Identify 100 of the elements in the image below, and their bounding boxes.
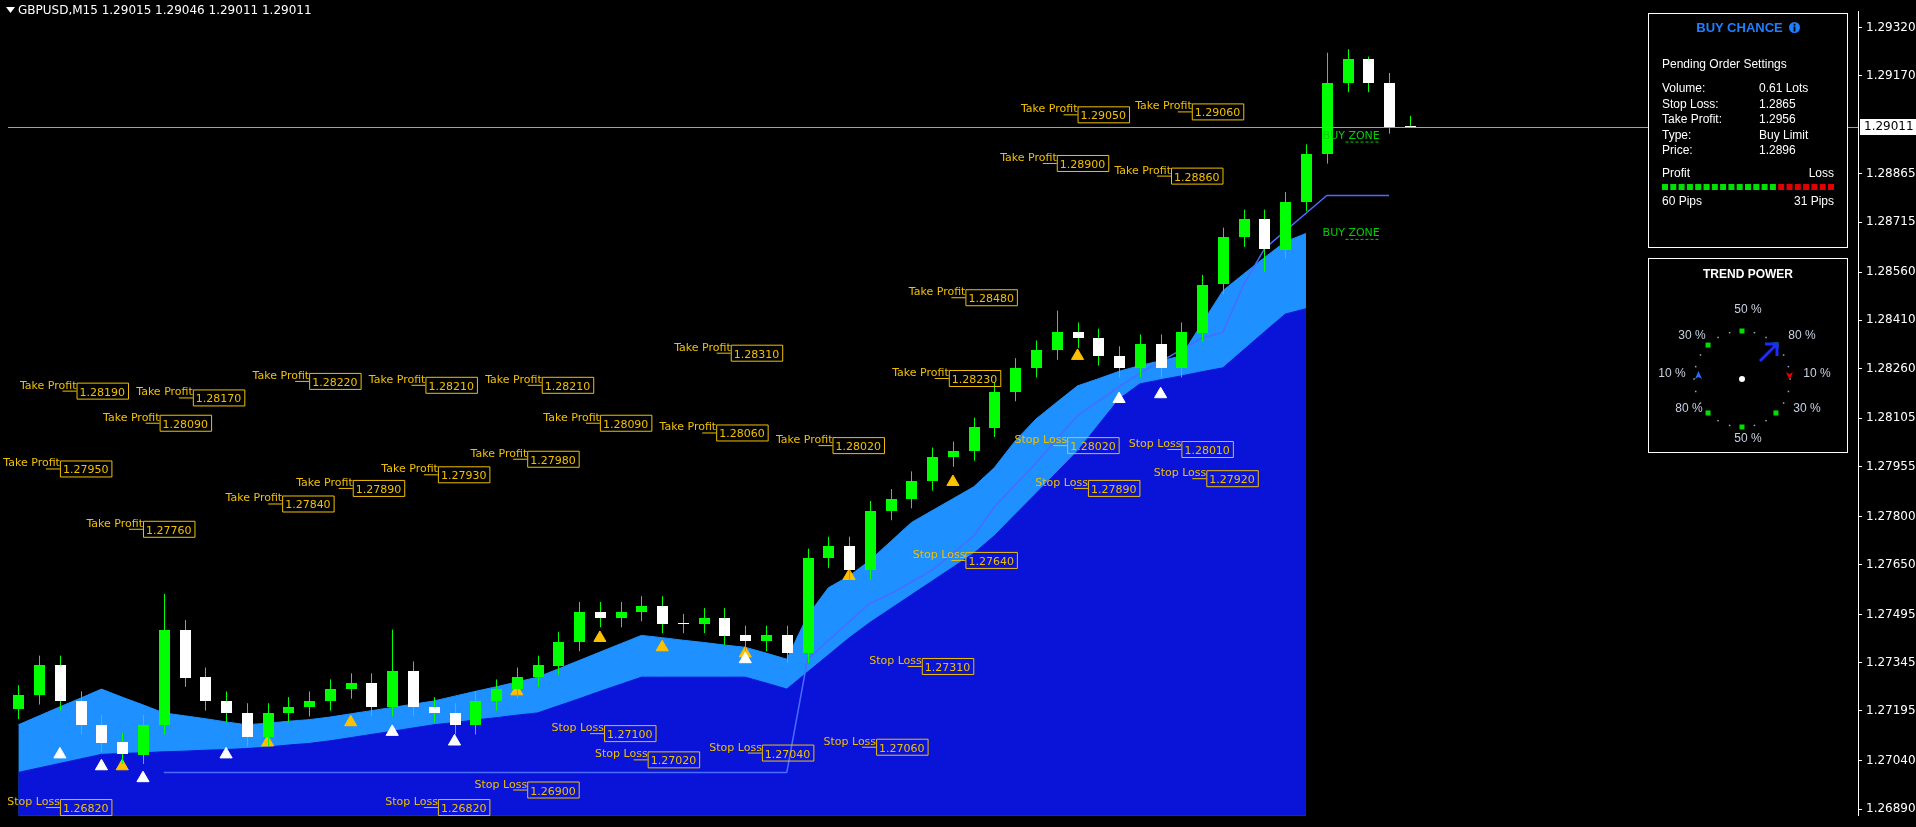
candlestick: [1239, 209, 1250, 248]
text: Loss: [1808, 166, 1834, 180]
candlestick: [1363, 56, 1374, 93]
point: [447, 734, 462, 746]
annotation: Take Profit 1.27950: [2, 456, 109, 477]
y-tick-label: 1.27495: [1866, 606, 1916, 621]
candlestick: [429, 696, 440, 724]
text: 0.61 Lots: [1759, 81, 1809, 95]
text: TREND POWER: [1702, 267, 1794, 281]
candlestick: [366, 672, 377, 717]
text: BUY CHANCE: [1696, 20, 1783, 35]
annotation: Take Profit 1.28210: [484, 372, 591, 393]
text: 50 %: [1734, 431, 1762, 445]
annotation: Stop Loss 1.27040: [709, 740, 811, 761]
annotation: Stop Loss 1.27920: [1153, 466, 1255, 487]
candlestick: [616, 601, 627, 628]
y-tick-label: 1.28410: [1866, 312, 1916, 327]
annotation: Take Profit 1.28900: [999, 150, 1106, 171]
text: 80 %: [1675, 401, 1703, 415]
text: 1.2956: [1759, 112, 1796, 126]
candlestick: [1135, 333, 1146, 378]
point: [344, 714, 358, 727]
candlestick: [346, 672, 357, 700]
point: [738, 651, 752, 664]
annotation: Take Profit 1.27760: [85, 516, 192, 537]
candlestick: [76, 690, 87, 735]
candlestick: [657, 595, 668, 634]
annotation: Take Profit 1.28190: [18, 378, 126, 399]
annotation: Take Profit 1.28230: [891, 365, 998, 386]
candlestick: [823, 536, 834, 569]
annotation: Stop Loss 1.27060: [823, 734, 925, 755]
annotation: Stop Loss 1.28020: [1014, 433, 1116, 454]
point: [219, 746, 233, 759]
annotation: Take Profit 1.28210: [367, 372, 474, 393]
text: Pending Order Settings: [1662, 57, 1787, 71]
candlestick: [553, 631, 564, 676]
annotation: Stop Loss 1.27020: [595, 747, 697, 768]
candlestick: [96, 714, 107, 753]
y-tick-label: 1.28865: [1866, 166, 1916, 181]
y-tick-label: 1.27800: [1866, 508, 1916, 523]
point: [94, 758, 109, 771]
candlestick: [948, 440, 959, 468]
annotation: Stop Loss 1.27890: [1035, 475, 1137, 496]
annotation: Take Profit 1.28060: [658, 420, 765, 441]
annotation: Stop Loss 1.27640: [912, 547, 1014, 568]
y-tick-label: 1.27195: [1866, 703, 1916, 718]
y-tick-label: 1.27955: [1866, 458, 1916, 473]
y-tick-label: 1.28260: [1866, 360, 1916, 375]
candlestick: [844, 536, 855, 581]
text: 1.2896: [1759, 143, 1796, 157]
candlestick: [470, 690, 481, 735]
annotation: Take Profit 1.28310: [673, 340, 780, 361]
annotation: Stop Loss 1.26900: [474, 777, 576, 798]
text: 10 %: [1803, 366, 1831, 380]
point: [385, 724, 399, 736]
text: 60 Pips: [1662, 194, 1703, 208]
ref-line-label: 1.29011: [1864, 119, 1914, 134]
annotation: Stop Loss 1.27310: [869, 653, 971, 674]
candlestick: [1156, 333, 1167, 378]
text: Stop Loss:: [1662, 96, 1719, 111]
candlestick: [242, 702, 253, 747]
annotation: Take Profit 1.28090: [102, 410, 209, 431]
candlestick: [1343, 48, 1354, 93]
text: 30 %: [1678, 328, 1706, 342]
candlestick: [678, 613, 689, 634]
candlestick: [886, 488, 897, 521]
candlestick: [1405, 115, 1416, 128]
y-tick-label: 1.28715: [1866, 214, 1916, 229]
text: 50 %: [1734, 302, 1762, 316]
text: Buy Limit: [1759, 127, 1809, 142]
candlestick: [1073, 321, 1084, 349]
text: 1.2865: [1759, 96, 1796, 111]
candlestick: [1031, 340, 1042, 378]
text: 80 %: [1788, 328, 1816, 342]
annotation: Take Profit 1.28860: [1113, 163, 1220, 184]
point: [946, 474, 960, 486]
y-tick-label: 1.27650: [1866, 556, 1916, 571]
annotation: Stop Loss 1.26820: [385, 795, 487, 816]
y-tick-label: 1.29320: [1866, 19, 1916, 34]
text: 10 %: [1658, 366, 1686, 380]
text: 31 Pips: [1793, 194, 1834, 208]
annotation: Take Profit 1.28020: [774, 433, 881, 454]
point: [593, 630, 607, 642]
annotation: BUY ZONE: [1322, 225, 1380, 239]
text: Profit: [1662, 166, 1691, 180]
annotation: Stop Loss 1.28010: [1128, 437, 1230, 458]
y-tick-label: 1.26890: [1866, 801, 1916, 816]
y-tick-label: 1.27345: [1866, 654, 1916, 669]
candlestick: [1052, 310, 1063, 361]
y-tick-label: 1.27040: [1866, 752, 1916, 767]
candlestick: [719, 607, 730, 646]
candlestick: [221, 690, 232, 724]
text: Type:: [1662, 127, 1692, 142]
y-tick-label: 1.28105: [1866, 410, 1916, 425]
candlestick: [927, 447, 938, 492]
y-tick-label: 1.28560: [1866, 264, 1916, 279]
annotation: Take Profit 1.28170: [135, 385, 242, 406]
candlestick: [1093, 328, 1104, 367]
candlestick: [699, 607, 710, 634]
annotation: Take Profit 1.28090: [542, 410, 649, 431]
